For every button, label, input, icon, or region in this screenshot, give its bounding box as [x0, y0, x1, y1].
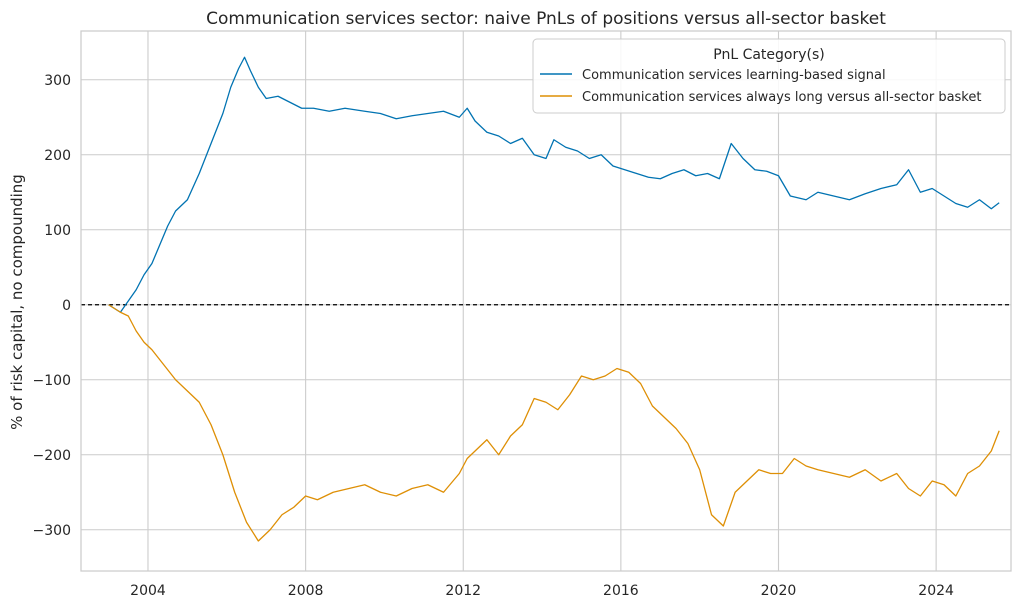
y-tick-label: 100 [44, 223, 71, 239]
x-tick-label: 2012 [445, 583, 481, 599]
legend-label-series-2: Communication services always long versu… [582, 90, 981, 105]
y-tick-label: 300 [44, 73, 71, 89]
chart-title: Communication services sector: naive PnL… [206, 9, 886, 29]
series-line-1 [108, 56, 1000, 313]
series-line-2 [108, 304, 1000, 542]
legend-label-series-1: Communication services learning-based si… [582, 68, 886, 83]
x-tick-label: 2008 [288, 583, 324, 599]
y-tick-label: 0 [62, 298, 71, 314]
legend-title: PnL Category(s) [713, 47, 825, 63]
y-tick-label: −200 [33, 448, 71, 464]
x-tick-label: 2016 [603, 583, 639, 599]
y-tick-label: 200 [44, 148, 71, 164]
y-tick-label: −100 [33, 373, 71, 389]
legend-box [532, 38, 1006, 114]
y-axis-label: % of risk capital, no compounding [8, 174, 26, 430]
legend: PnL Category(s) Communication services l… [532, 38, 1006, 114]
x-tick-label: 2020 [761, 583, 797, 599]
y-tick-label: −300 [33, 523, 71, 539]
series-layer [108, 56, 1000, 542]
grid-layer [81, 31, 1011, 571]
x-tick-label: 2004 [130, 583, 166, 599]
axis-layer: −300 −200 −100 0 100 200 300 2004 2008 2012 2016 20… [33, 73, 954, 599]
plot-frame [80, 30, 1012, 572]
x-tick-label: 2024 [918, 583, 954, 599]
